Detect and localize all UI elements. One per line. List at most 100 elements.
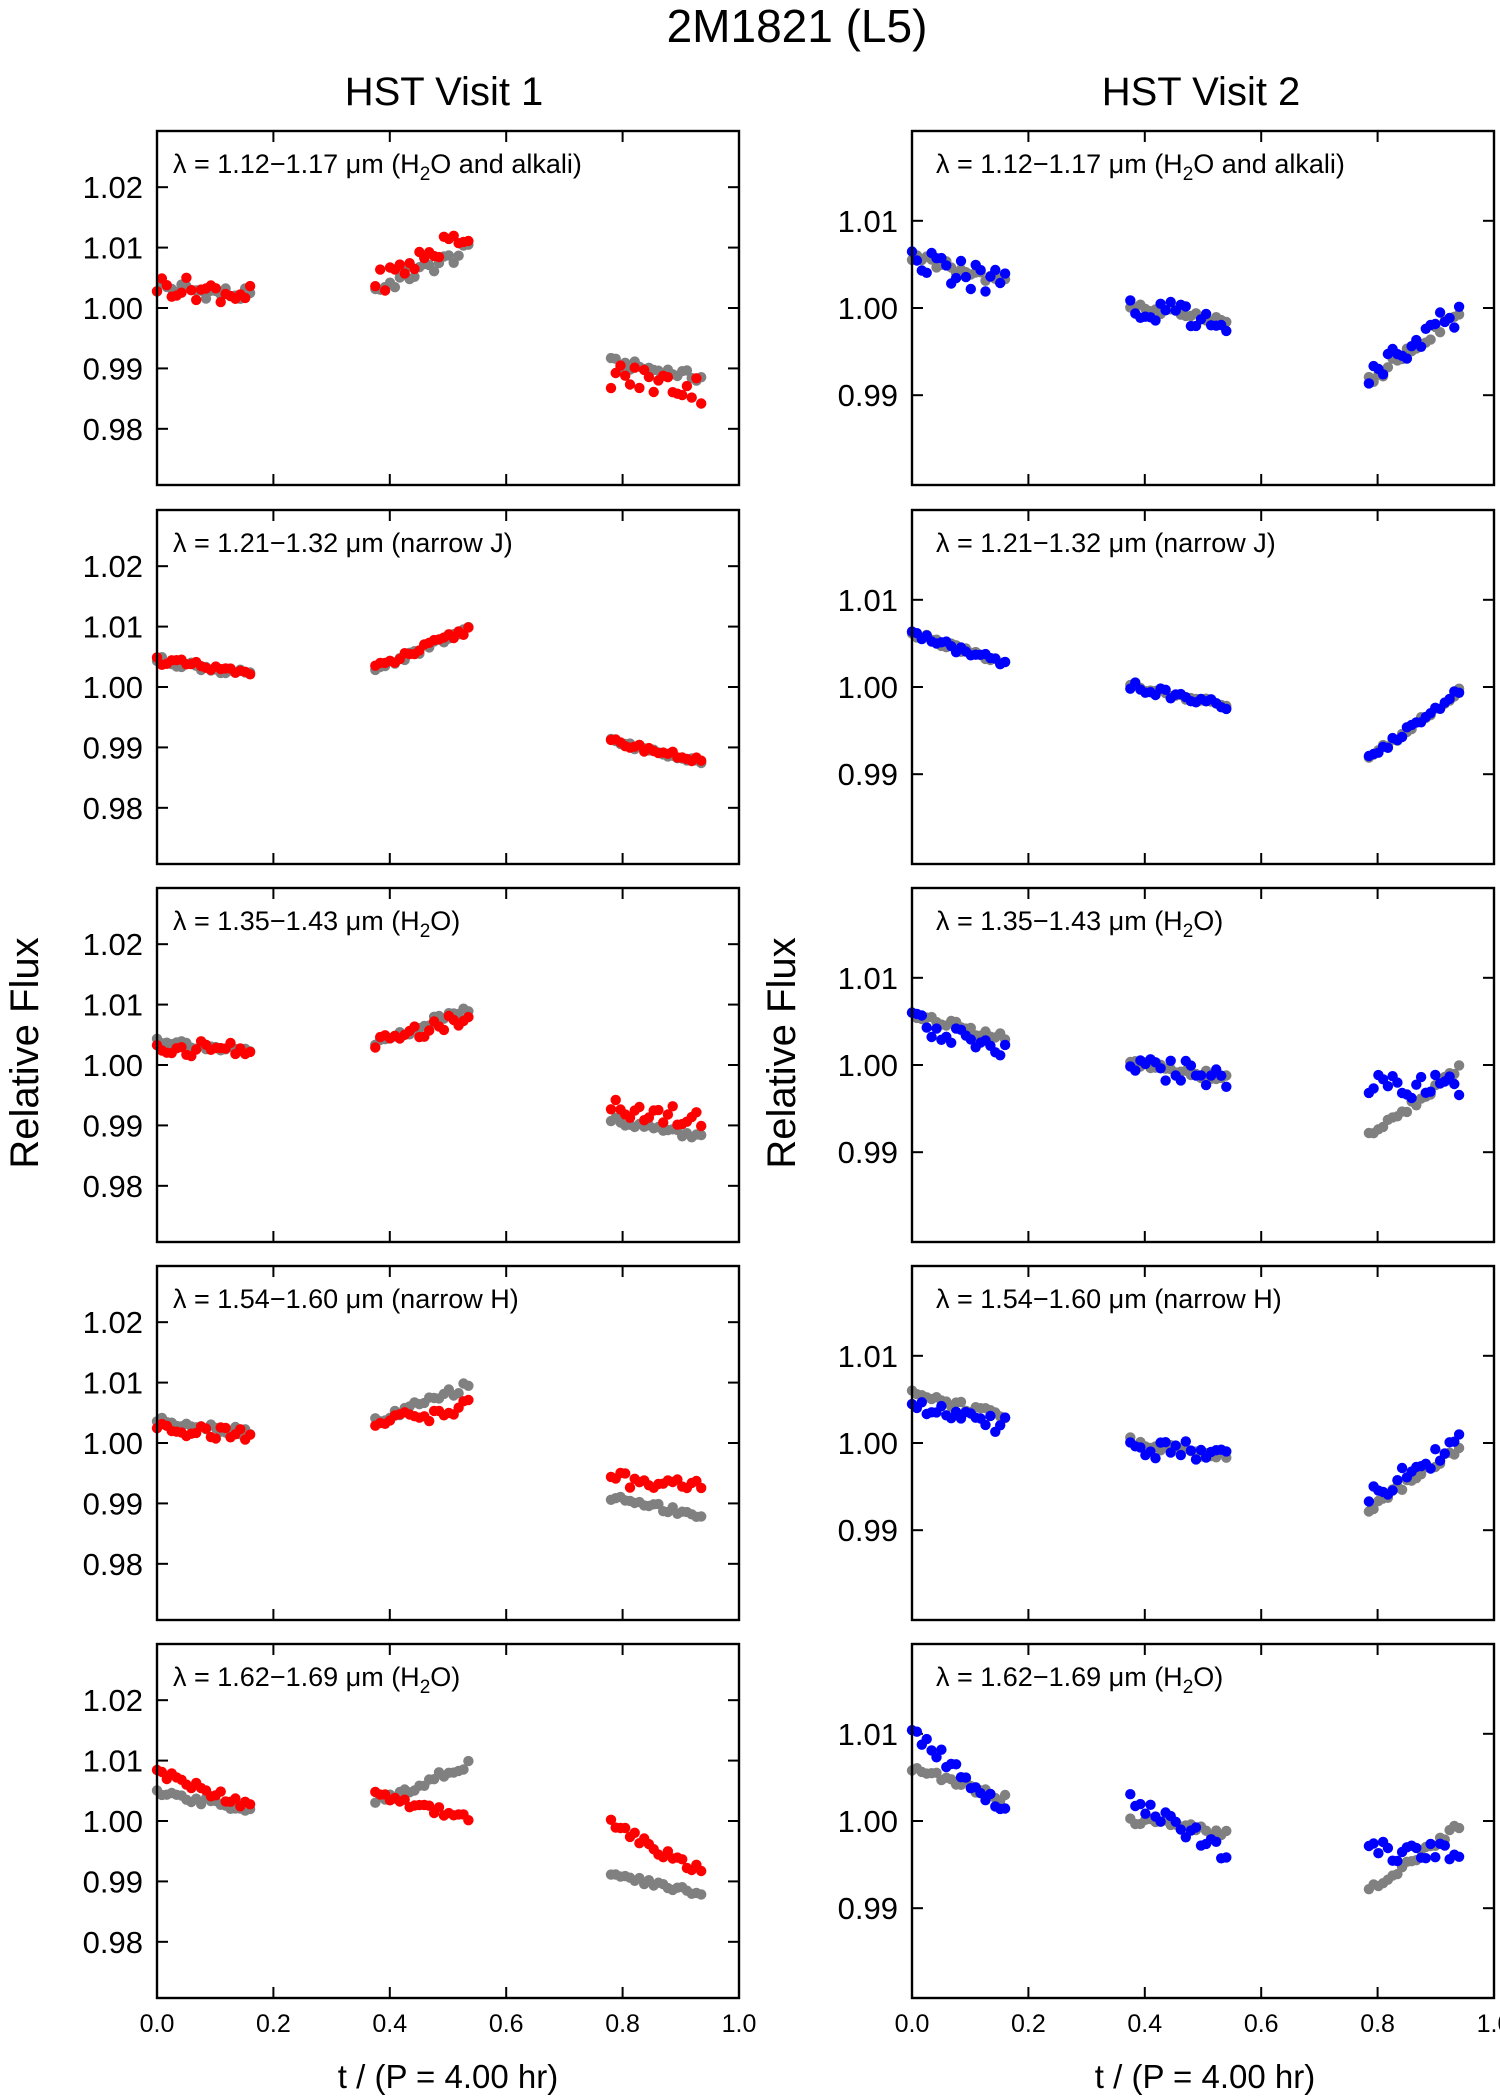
data-point: [1425, 1463, 1436, 1474]
data-point: [999, 656, 1011, 668]
reference-point: [428, 266, 440, 277]
y-tick-label: 0.99: [838, 1513, 898, 1548]
band-label: λ = 1.62−1.69 μm (H2O): [173, 1662, 460, 1698]
band-label-text: λ = 1.54−1.60 μm (narrow H): [936, 1284, 1282, 1314]
data-point: [999, 268, 1011, 279]
data-point: [1221, 1852, 1232, 1863]
data-point: [230, 1793, 241, 1804]
series-band-visit1-band2: [151, 622, 707, 767]
data-point: [1434, 307, 1446, 318]
data-point: [921, 1022, 932, 1033]
data-point: [1216, 1070, 1227, 1081]
series-band-visit1-band5: [151, 1764, 707, 1877]
band-label-text: λ = 1.12−1.17 μm (H: [936, 149, 1183, 179]
reference-point: [696, 1889, 707, 1900]
data-point: [1170, 1816, 1181, 1828]
data-point: [1363, 1496, 1375, 1507]
data-point: [176, 287, 187, 298]
data-point: [1368, 1838, 1379, 1849]
series-band-visit2-band5: [906, 1725, 1465, 1867]
data-point: [605, 1104, 617, 1115]
series-band-visit2-band2: [906, 626, 1465, 762]
band-label-text: λ = 1.21−1.32 μm (narrow J): [173, 528, 513, 558]
y-tick-label: 1.00: [838, 670, 898, 705]
data-point: [1396, 731, 1408, 743]
y-axis-label-visit-1: Relative Flux: [3, 937, 47, 1168]
reference-point: [443, 250, 454, 261]
y-tick-label: 0.99: [838, 378, 898, 413]
y-tick-label: 1.01: [83, 231, 143, 266]
data-point: [1430, 1852, 1441, 1863]
data-point: [244, 1429, 256, 1440]
band-label: λ = 1.62−1.69 μm (H2O): [936, 1662, 1223, 1698]
data-point: [1382, 1842, 1394, 1854]
y-tick-label: 0.99: [838, 1135, 898, 1170]
data-point: [1444, 693, 1455, 705]
data-point: [458, 629, 469, 640]
data-point: [1373, 1848, 1384, 1859]
band-label-text: λ = 1.35−1.43 μm (H: [936, 906, 1183, 936]
data-point: [946, 1037, 957, 1049]
data-point: [995, 1050, 1006, 1061]
band-label-text: λ = 1.12−1.17 μm (H: [173, 149, 420, 179]
y-tick-label: 1.01: [83, 1744, 143, 1779]
data-point: [463, 1011, 474, 1023]
data-point: [1411, 1842, 1422, 1854]
x-tick-label: 0.4: [372, 2010, 407, 2038]
series-reference-visit1-band3: [151, 1003, 707, 1143]
data-point: [667, 1101, 678, 1112]
series-band-visit1-band1: [151, 230, 707, 409]
y-tick-label: 1.02: [83, 549, 143, 584]
y-tick-label: 1.01: [838, 961, 898, 996]
panel-grid: 1.021.011.000.990.98λ = 1.12−1.17 μm (H2…: [83, 129, 1500, 2038]
band-label-text: λ = 1.21−1.32 μm (narrow J): [936, 528, 1276, 558]
panel-visit1-band2: 1.02 1.01 1.00 0.99 0.98 λ = 1.21−1.32 μm (na…: [83, 508, 741, 866]
y-tick-label: 1.00: [83, 670, 143, 705]
data-point: [960, 1772, 972, 1783]
data-point: [1430, 1444, 1441, 1455]
panel-visit2-band4: 1.01 1.00 0.99 λ = 1.54−1.60 μm (narrow H): [838, 1264, 1496, 1622]
data-point: [1155, 1816, 1166, 1827]
band-label: λ = 1.21−1.32 μm (narrow J): [936, 528, 1276, 558]
panel-frame: [910, 508, 1496, 866]
data-point: [1420, 1853, 1432, 1864]
data-point: [1368, 1083, 1379, 1094]
data-point: [463, 235, 474, 247]
reference-point: [1368, 1503, 1379, 1515]
data-point: [677, 389, 688, 401]
data-point: [244, 280, 256, 292]
x-axis-label-visit-2: t / (P = 4.00 hr): [1095, 2058, 1315, 2095]
data-point: [1392, 1475, 1403, 1486]
reference-point: [1221, 1825, 1232, 1837]
data-point: [999, 1803, 1011, 1814]
series-band-visit2-band4: [906, 1397, 1465, 1507]
y-tick-label: 0.99: [838, 1891, 898, 1926]
data-point: [181, 272, 192, 283]
data-point: [1140, 1808, 1151, 1819]
data-point: [186, 285, 197, 296]
data-point: [653, 1104, 664, 1116]
y-axis-label-visit-2: Relative Flux: [760, 937, 804, 1168]
data-point: [161, 280, 172, 291]
y-tick-label: 1.02: [83, 1683, 143, 1718]
data-point: [1221, 1081, 1232, 1093]
data-point: [1401, 353, 1413, 364]
panel-visit1-band3: 1.02 1.01 1.00 0.99 0.98 λ = 1.35−1.43 μm (H2…: [83, 886, 741, 1244]
x-tick-label: 1.0: [1477, 2010, 1500, 2038]
reference-point: [463, 1380, 474, 1392]
data-point: [463, 1815, 474, 1826]
reference-point: [409, 271, 420, 282]
data-point: [1444, 312, 1455, 324]
panel-frame: [910, 129, 1496, 487]
y-tick-label: 1.02: [83, 1305, 143, 1340]
data-point: [931, 1023, 942, 1034]
data-point: [648, 386, 659, 398]
panel-visit2-band1: 1.01 1.00 0.99 λ = 1.12−1.17 μm (H2O and al…: [838, 129, 1496, 487]
band-label-subscript: 2: [1183, 164, 1194, 185]
panel-visit1-band5: 1.02 1.01 1.00 0.99 0.98 0.0 0.2 0.4 0.6 0.8 1.0 λ …: [83, 1642, 756, 2038]
data-point: [1150, 1453, 1161, 1464]
y-tick-label: 1.01: [83, 610, 143, 645]
data-point: [965, 1034, 976, 1045]
data-point: [950, 272, 962, 284]
